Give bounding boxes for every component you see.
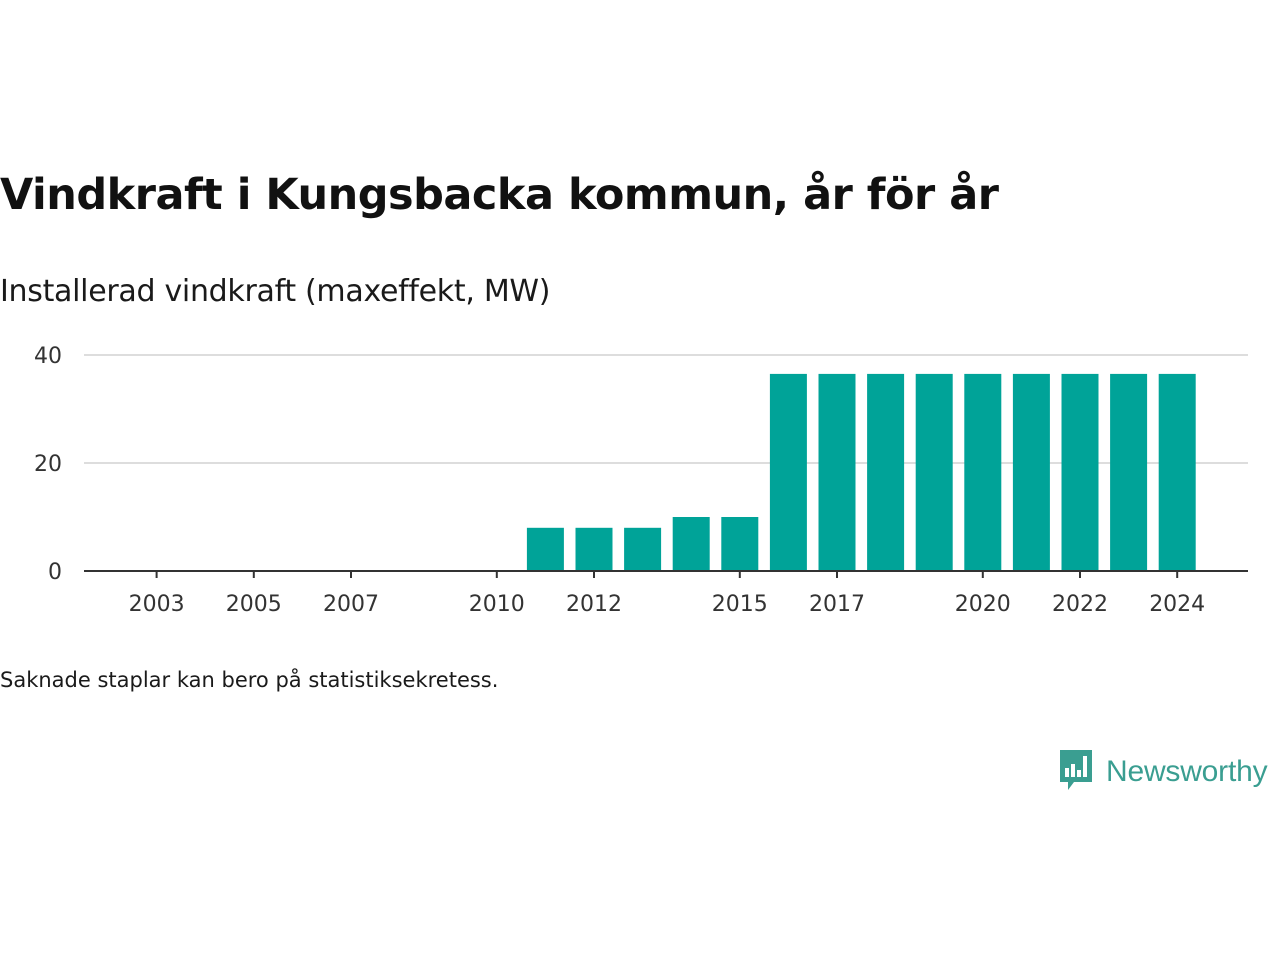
x-tick-label: 2020 [955, 592, 1011, 617]
x-tick-label: 2010 [469, 592, 525, 617]
brand-logo: Newsworthy [1058, 748, 1268, 796]
grid-lines [84, 354, 1248, 464]
x-tick-label: 2015 [712, 592, 768, 617]
bar-2014 [672, 517, 710, 571]
bar-2019 [915, 373, 953, 571]
bar-2017 [818, 373, 856, 571]
y-tick-labels: 0 20 40 [34, 344, 62, 585]
chart-title: Vindkraft i Kungsbacka kommun, år för år [0, 170, 999, 220]
y-tick-label: 40 [34, 344, 62, 369]
x-axis [84, 570, 1248, 578]
x-tick-label: 2005 [226, 592, 282, 617]
bar-2011 [526, 527, 564, 571]
bar-2022 [1061, 373, 1099, 571]
y-tick-label: 20 [34, 452, 62, 477]
brand-name: Newsworthy [1106, 755, 1268, 788]
bar-2021 [1012, 373, 1050, 571]
bar-2012 [575, 527, 613, 571]
bars [526, 373, 1196, 571]
bar-2016 [769, 373, 807, 571]
x-tick-labels: 2003 2005 2007 2010 2012 2015 2017 2020 2022 2024 [129, 592, 1206, 617]
x-tick-label: 2012 [566, 592, 622, 617]
x-tick-label: 2022 [1052, 592, 1108, 617]
chart-subtitle: Installerad vindkraft (maxeffekt, MW) [0, 274, 551, 309]
x-tick-label: 2007 [323, 592, 379, 617]
bar-2018 [867, 373, 905, 571]
x-tick-label: 2017 [809, 592, 865, 617]
bar-2020 [964, 373, 1002, 571]
bar-2024 [1158, 373, 1196, 571]
bar-2015 [721, 517, 759, 571]
newsworthy-logo-icon [1058, 748, 1094, 796]
y-tick-label: 0 [48, 560, 62, 585]
x-tick-label: 2024 [1149, 592, 1205, 617]
footnote: Saknade staplar kan bero på statistiksek… [0, 668, 499, 692]
x-tick-label: 2003 [129, 592, 185, 617]
bar-2023 [1110, 373, 1148, 571]
bar-2013 [624, 527, 662, 571]
